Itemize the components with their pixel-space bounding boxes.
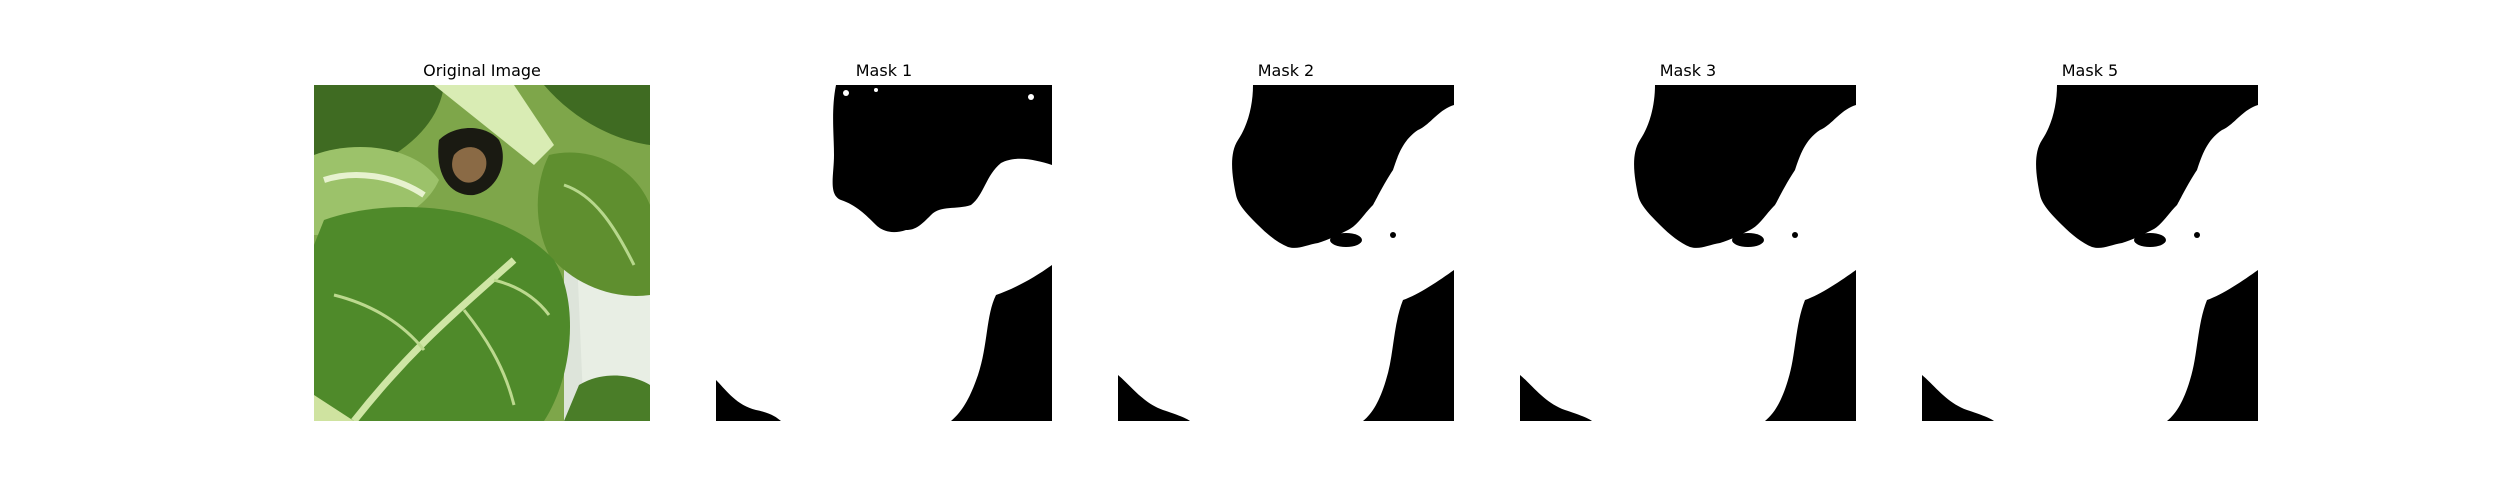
original-photo [314, 85, 650, 421]
panel-title: Mask 2 [1257, 61, 1315, 80]
mask-1-image [716, 85, 1052, 421]
mask-2-panel: Mask 2 [1118, 0, 1454, 500]
mask-3-panel: Mask 3 [1520, 0, 1856, 500]
mask-2-image [1118, 85, 1454, 421]
original-image-panel: Original Image [314, 0, 650, 500]
mask-5-image [1922, 85, 2258, 421]
panel-title: Original Image [423, 61, 541, 80]
mask-5-panel: Mask 5 [1922, 0, 2258, 500]
panel-title: Mask 5 [2061, 61, 2119, 80]
mask-3-image [1520, 85, 1856, 421]
panel-title: Mask 1 [855, 61, 913, 80]
panel-title: Mask 3 [1659, 61, 1717, 80]
mask-1-panel: Mask 1 [716, 0, 1052, 500]
